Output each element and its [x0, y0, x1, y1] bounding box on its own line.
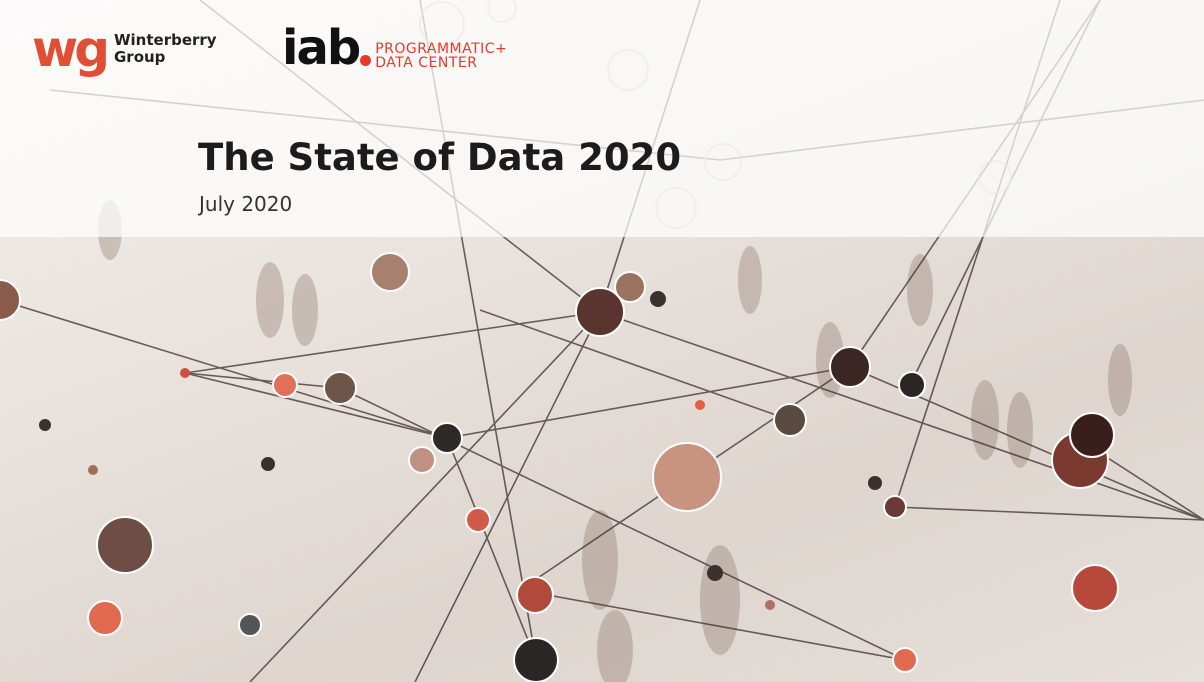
wg-logo-line1: Winterberry [113, 31, 217, 49]
iab-logo-line2: DATA CENTER [375, 55, 478, 71]
iab-logo-mark: iab [282, 20, 361, 76]
winterberry-group-logo: wg Winterberry Group [32, 20, 217, 78]
page-title: The State of Data 2020 [198, 136, 682, 179]
iab-logo-line1: PROGRAMMATIC+ [375, 41, 508, 57]
page-subtitle-date: July 2020 [199, 192, 293, 216]
iab-dot-icon [360, 55, 372, 66]
iab-logo: iab PROGRAMMATIC+ DATA CENTER [282, 24, 507, 72]
title-band [0, 0, 1204, 237]
wg-logo-mark: wg [32, 20, 110, 78]
wg-logo-line2: Group [113, 48, 166, 66]
wg-logo-text: Winterberry Group [114, 32, 217, 66]
iab-logo-text: PROGRAMMATIC+ DATA CENTER [375, 42, 507, 70]
